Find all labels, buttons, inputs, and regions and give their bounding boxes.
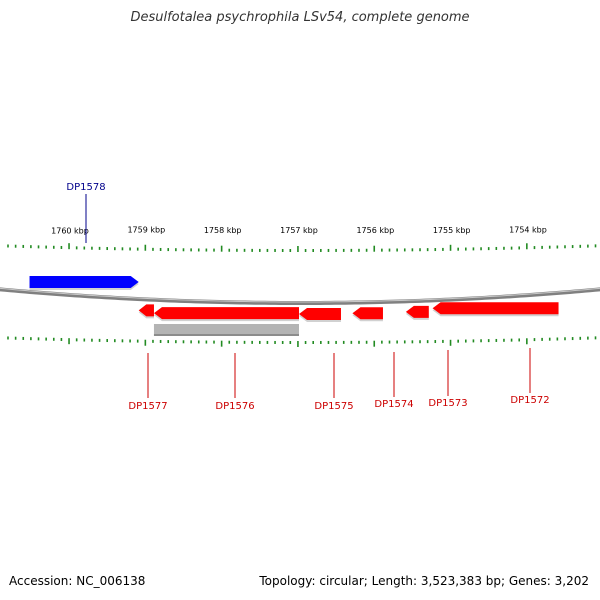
grey-feature-bar bbox=[153, 324, 299, 336]
gene-dp1576-arrow bbox=[153, 307, 299, 320]
genome-backbone-highlight bbox=[0, 287, 600, 303]
gene-dp1573-label: DP1573 bbox=[428, 398, 467, 409]
gene-dp1575-arrow bbox=[299, 307, 341, 320]
ruler-tick-label: 1760 kbp bbox=[51, 226, 89, 235]
gene-dp1574-label: DP1574 bbox=[374, 399, 413, 410]
gene-dp1577-label: DP1577 bbox=[128, 401, 167, 412]
genome-backbone bbox=[0, 287, 600, 305]
grey-feature-shadow bbox=[153, 334, 299, 336]
gene-dp1572-arrow bbox=[432, 302, 559, 315]
genome-info-label: Topology: circular; Length: 3,523,383 bp… bbox=[259, 574, 589, 588]
ruler-tick-label: 1759 kbp bbox=[127, 226, 165, 235]
gene-dp1577-arrow bbox=[138, 304, 154, 317]
ruler-tick-label: 1756 kbp bbox=[356, 226, 394, 235]
gene-dp1573-arrow bbox=[405, 305, 429, 318]
gene-dp1576-label: DP1576 bbox=[215, 401, 254, 412]
map-title: Desulfotalea psychrophila LSv54, complet… bbox=[130, 10, 470, 25]
gene-dp1574-arrow bbox=[352, 307, 383, 320]
ruler-tick-label: 1758 kbp bbox=[204, 226, 242, 235]
ruler-tick-label: 1755 kbp bbox=[433, 226, 471, 235]
ruler-tick-label: 1757 kbp bbox=[280, 226, 318, 235]
accession-label: Accession: NC_006138 bbox=[9, 574, 146, 588]
gene-dp1572-label: DP1572 bbox=[510, 395, 549, 406]
gene-dp1578-label: DP1578 bbox=[66, 182, 105, 193]
ruler-tick-label: 1754 kbp bbox=[509, 225, 547, 234]
gene-dp1578-arrow bbox=[29, 275, 139, 288]
gene-dp1575-label: DP1575 bbox=[314, 401, 353, 412]
